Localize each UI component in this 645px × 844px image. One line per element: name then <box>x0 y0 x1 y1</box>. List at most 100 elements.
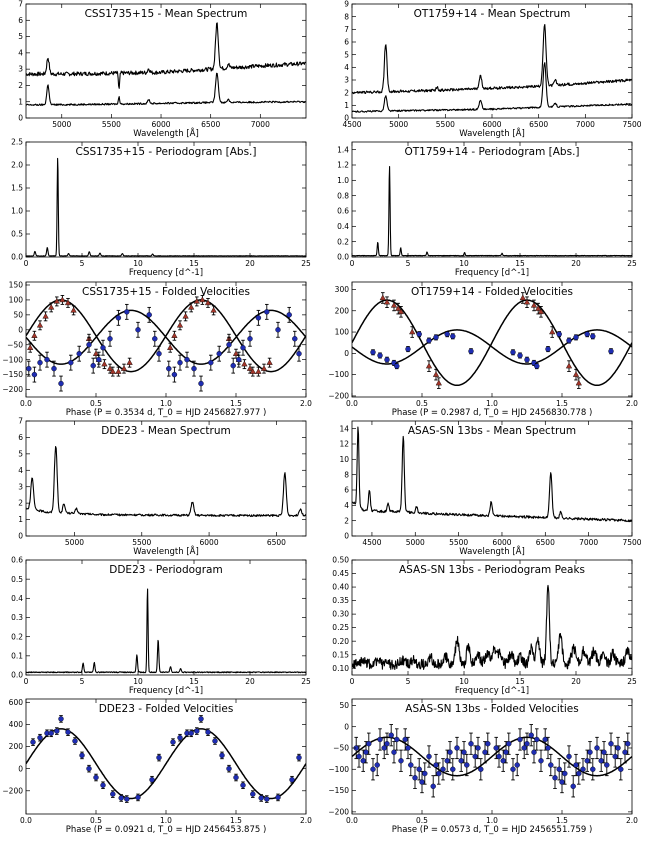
velocity-point-blue <box>580 766 586 772</box>
velocity-point-blue <box>264 309 270 315</box>
y-tick-label: 3 <box>18 482 23 491</box>
velocity-point-blue <box>171 371 178 378</box>
x-tick-label: 2.0 <box>300 816 312 825</box>
sine-fit-curve <box>26 309 306 365</box>
x-tick-label: 6500 <box>201 120 220 129</box>
y-tick-label: 2 <box>18 499 23 508</box>
plot-frame <box>351 3 633 119</box>
plot-data <box>26 588 306 674</box>
x-tick-label: 0.5 <box>416 816 428 825</box>
x-tick-label: 0.0 <box>346 816 358 825</box>
velocity-point-red <box>59 296 66 303</box>
velocity-point-blue <box>68 359 74 366</box>
velocity-point-blue <box>587 749 593 755</box>
x-tick-label: 5500 <box>102 120 121 129</box>
spectrum-line <box>26 22 306 89</box>
periodogram-line <box>352 166 632 257</box>
velocity-point-blue <box>531 749 537 755</box>
y-tick-label: 200 <box>335 306 350 315</box>
velocity-point-red <box>120 365 128 371</box>
x-tick-label: 15 <box>189 677 199 686</box>
velocity-point-blue <box>240 345 246 351</box>
y-tick-label: 4 <box>344 63 349 72</box>
velocity-point-blue <box>475 745 481 751</box>
x-tick-label: 6000 <box>482 120 501 129</box>
velocity-point-blue <box>247 336 253 342</box>
velocity-point-blue <box>412 775 418 781</box>
velocity-point-red <box>92 350 100 356</box>
x-tick-label: 5000 <box>65 538 84 547</box>
velocity-point-blue <box>146 312 152 318</box>
velocity-point-blue <box>31 371 38 378</box>
y-tick-label: 4 <box>344 501 349 510</box>
y-tick-label: 7 <box>18 417 23 426</box>
x-tick-label: 1.0 <box>160 816 172 825</box>
y-tick-label: 8 <box>344 12 349 21</box>
panel-dde23-periodogram: 0 5 10 15 20 25 0.0 0.1 0.2 0.3 0.4 0.5 0.6 DDE23 - P… <box>11 556 311 696</box>
y-tick-label: −50 <box>7 340 23 349</box>
velocity-point-red <box>193 298 200 304</box>
y-tick-label: 50 <box>339 701 349 710</box>
x-tick-label: 0 <box>24 677 29 686</box>
velocity-point-blue <box>170 739 176 745</box>
x-tick-label: 5000 <box>52 120 71 129</box>
velocity-point-blue <box>388 732 394 738</box>
y-tick-label: 0.5 <box>11 230 23 239</box>
velocity-point-blue <box>76 350 82 357</box>
plot-frame <box>25 3 307 119</box>
velocity-point-red <box>409 328 416 335</box>
velocity-point-red <box>530 302 538 308</box>
velocity-point-red <box>199 296 206 303</box>
velocity-point-red <box>383 298 391 305</box>
x-tick-label: 5 <box>80 259 85 268</box>
velocity-point-blue <box>514 762 520 768</box>
y-tick-label: 0.10 <box>332 664 349 673</box>
x-axis-label: Phase (P = 0.0573 d, T_0 = HJD 2456551.7… <box>392 825 593 835</box>
chart-title: DDE23 - Mean Spectrum <box>101 425 230 437</box>
y-tick-label: 0 <box>18 114 23 123</box>
y-tick-label: 2 <box>18 81 23 90</box>
y-tick-label: 0 <box>18 532 23 541</box>
velocity-point-blue <box>625 741 631 747</box>
x-axis-label: Phase (P = 0.3534 d, T_0 = HJD 2456827.9… <box>66 408 267 418</box>
velocity-point-red <box>42 312 49 319</box>
periodogram-line <box>26 588 306 674</box>
velocity-point-red <box>241 360 248 367</box>
x-tick-label: 10 <box>133 259 143 268</box>
velocity-point-red <box>535 305 542 311</box>
panel-ot1759-periodogram: 0 5 10 15 20 25 0.0 0.2 0.4 0.6 0.8 1.0 1.2 1.4 OT1759… <box>337 141 637 278</box>
x-tick-label: 0.0 <box>20 399 32 408</box>
spectrum-line <box>352 23 632 95</box>
x-tick-label: 2.0 <box>626 399 638 408</box>
x-tick-label: 20 <box>245 259 255 268</box>
spectrum-line <box>26 445 306 517</box>
velocity-point-blue <box>405 346 411 352</box>
velocity-point-red <box>182 312 189 319</box>
y-tick-label: −150 <box>328 786 349 795</box>
x-axis-label: Frequency [d^-1] <box>129 268 203 278</box>
velocity-point-blue <box>528 732 534 738</box>
y-tick-label: 14 <box>339 424 349 433</box>
y-tick-label: 1 <box>18 97 23 106</box>
x-tick-label: 0.0 <box>346 399 358 408</box>
velocity-point-blue <box>377 736 383 743</box>
velocity-point-blue <box>356 753 362 760</box>
spectrum-line <box>26 72 306 107</box>
y-tick-label: 5 <box>344 50 349 59</box>
panel-css1735-periodogram: 0 5 10 15 20 25 0.0 0.5 1.0 1.5 2.0 2.5 CSS1735+15 -… <box>11 138 311 278</box>
y-tick-label: 0.40 <box>332 583 349 592</box>
velocity-point-blue <box>156 754 162 761</box>
velocity-point-red <box>109 368 116 374</box>
x-tick-label: 5 <box>406 677 411 686</box>
velocity-point-blue <box>377 352 383 359</box>
velocity-point-blue <box>275 794 281 801</box>
y-tick-label: −100 <box>328 765 349 774</box>
velocity-point-blue <box>608 741 614 747</box>
periodogram-line <box>26 157 306 257</box>
x-tick-label: 5500 <box>132 538 151 547</box>
x-tick-label: 6000 <box>200 538 219 547</box>
velocity-point-blue <box>524 741 530 747</box>
velocity-point-blue <box>79 752 85 759</box>
chart-title: OT1759+14 - Mean Spectrum <box>414 8 571 20</box>
x-axis-label: Frequency [d^-1] <box>455 686 529 696</box>
